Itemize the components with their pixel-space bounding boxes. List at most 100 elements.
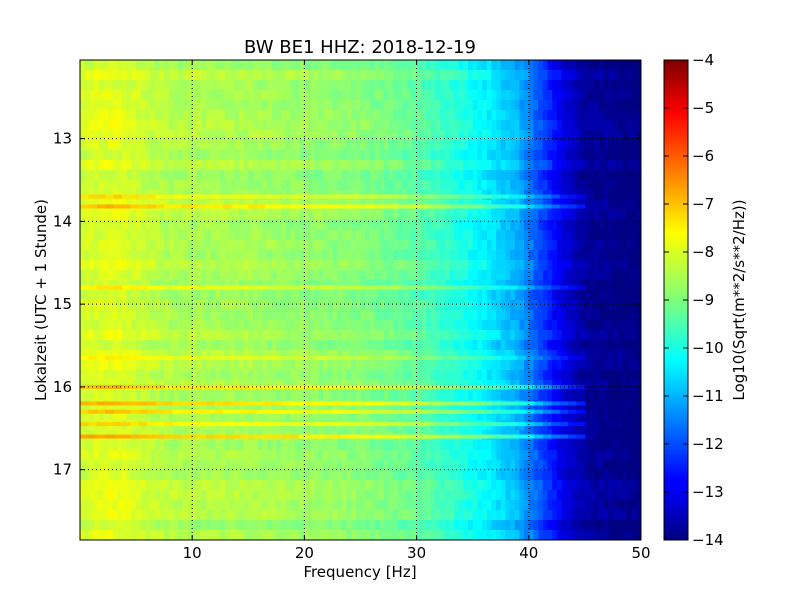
spectrogram-cell xyxy=(271,390,277,401)
spectrogram-cell xyxy=(421,70,427,81)
spectrogram-cell xyxy=(360,70,366,81)
spectrogram-cell xyxy=(210,320,217,331)
spectrogram-cell xyxy=(388,310,394,321)
spectrogram-cell xyxy=(393,100,399,111)
spectrogram-cell xyxy=(337,410,343,421)
spectrogram-cell xyxy=(210,270,217,281)
spectrogram-cell xyxy=(561,130,567,141)
spectrogram-cell xyxy=(182,250,189,261)
spectrogram-cell xyxy=(519,80,525,91)
spectrogram-cell xyxy=(374,290,380,301)
spectrogram-cell xyxy=(206,220,212,231)
spectrogram-cell xyxy=(556,320,563,331)
spectrogram-cell xyxy=(323,150,329,161)
spectrogram-cell xyxy=(561,220,567,231)
spectrogram-cell xyxy=(304,220,310,231)
spectrogram-cell xyxy=(598,360,605,371)
spectrogram-cell xyxy=(636,300,641,311)
spectrogram-cell xyxy=(552,250,558,261)
spectrogram-cell xyxy=(168,150,175,161)
spectrogram-cell xyxy=(234,60,240,71)
spectrogram-cell xyxy=(397,360,404,371)
spectrogram-cell xyxy=(281,210,287,221)
spectrogram-cell xyxy=(439,280,446,291)
spectrogram-cell xyxy=(528,220,535,231)
spectrogram-cell xyxy=(486,440,492,451)
spectrogram-cell xyxy=(365,170,371,181)
spectrogram-cell xyxy=(178,300,184,311)
spectrogram-cell xyxy=(496,290,502,301)
spectrogram-cell xyxy=(178,280,184,291)
spectrogram-cell xyxy=(594,410,600,421)
spectrogram-cell xyxy=(154,410,161,421)
spectrogram-cell xyxy=(496,260,502,271)
spectrogram-cell xyxy=(220,310,226,321)
spectrogram-cell xyxy=(510,450,516,461)
spectrogram-cell xyxy=(533,370,539,381)
spectrogram-cell xyxy=(117,370,123,381)
spectrogram-cell xyxy=(154,230,161,241)
spectrogram-cell xyxy=(351,340,357,351)
spectrogram-cell xyxy=(570,310,577,321)
spectrogram-cell xyxy=(323,470,329,481)
spectrogram-cell xyxy=(421,220,427,231)
spectrogram-cell xyxy=(383,250,390,261)
spectrogram-cell xyxy=(229,350,235,361)
spectrogram-cell xyxy=(369,90,376,101)
spectrogram-cell xyxy=(397,440,404,451)
spectrogram-cell xyxy=(411,180,418,191)
spectrogram-cell xyxy=(458,240,464,251)
spectrogram-cell xyxy=(631,270,637,281)
spectrogram-cell xyxy=(411,240,418,251)
spectrogram-cell xyxy=(594,180,600,191)
spectrogram-cell xyxy=(215,360,221,371)
spectrogram-cell xyxy=(126,280,133,291)
spectrogram-cell xyxy=(276,330,282,341)
spectrogram-cell xyxy=(570,150,577,161)
spectrogram-cell xyxy=(309,180,315,191)
spectrogram-cell xyxy=(589,430,595,441)
spectrogram-cell xyxy=(496,390,502,401)
spectrogram-cell xyxy=(458,450,464,461)
spectrogram-cell xyxy=(388,230,394,241)
spectrogram-cell xyxy=(341,80,348,91)
spectrogram-cell xyxy=(206,290,212,301)
spectrogram-cell xyxy=(612,160,619,171)
spectrogram-cell xyxy=(243,300,249,311)
spectrogram-cell xyxy=(187,280,193,291)
spectrogram-cell xyxy=(323,300,329,311)
spectrogram-cell xyxy=(215,460,221,471)
spectrogram-cell xyxy=(309,170,315,181)
spectrogram-cell xyxy=(173,330,179,341)
spectrogram-cell xyxy=(510,110,516,121)
spectrogram-cell xyxy=(346,230,352,241)
spectrogram-cell xyxy=(323,90,329,101)
spectrogram-cell xyxy=(379,310,385,321)
spectrogram-cell xyxy=(463,320,469,331)
spectrogram-cell xyxy=(285,320,291,331)
spectrogram-cell xyxy=(192,440,198,451)
spectrogram-cell xyxy=(145,160,151,171)
spectrogram-cell xyxy=(323,370,329,381)
spectrogram-cell xyxy=(533,130,539,141)
spectrogram-cell xyxy=(94,470,100,481)
spectrogram-cell xyxy=(463,70,469,81)
spectrogram-cell xyxy=(552,340,558,351)
spectrogram-cell xyxy=(285,330,291,341)
spectrogram-cell xyxy=(229,160,235,171)
spectrogram-cell xyxy=(524,160,530,171)
spectrogram-cell xyxy=(430,130,436,141)
spectrogram-cell xyxy=(351,80,357,91)
spectrogram-cell xyxy=(552,110,558,121)
spectrogram-cell xyxy=(323,330,329,341)
spectrogram-cell xyxy=(365,100,371,111)
spectrogram-cell xyxy=(84,410,90,421)
spectrogram-cell xyxy=(271,340,277,351)
spectrogram-cell xyxy=(608,130,614,141)
spectrogram-cell xyxy=(617,190,623,201)
spectrogram-cell xyxy=(458,260,464,271)
spectrogram-cell xyxy=(234,280,240,291)
spectrogram-cell xyxy=(416,180,422,191)
spectrogram-cell xyxy=(304,290,310,301)
spectrogram-cell xyxy=(234,80,240,91)
